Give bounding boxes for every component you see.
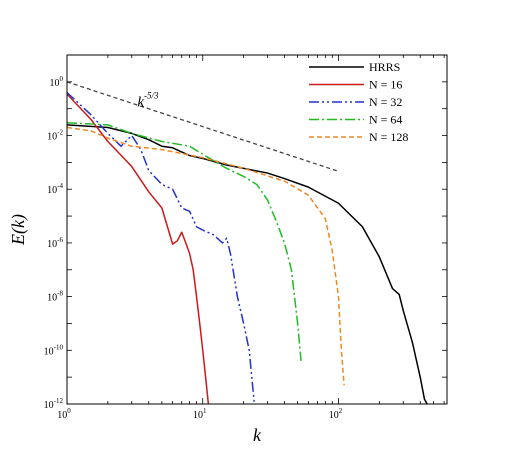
series-line-hrrs (67, 124, 428, 404)
legend-label-n-32: N = 32 (369, 95, 402, 109)
series-layer (67, 81, 428, 404)
series-line-n-16 (67, 93, 210, 404)
y-tick-label: 10-12 (44, 397, 64, 411)
x-axis-title: k (253, 425, 262, 445)
series-line-n-64 (67, 121, 302, 362)
y-tick-label: 10-4 (47, 182, 63, 196)
y-tick-label: 10-6 (47, 236, 63, 250)
y-tick-label: 10-8 (47, 290, 63, 304)
x-tick-label: 101 (193, 407, 207, 421)
legend-label-hrrs: HRRS (369, 60, 400, 74)
series-line-reference-slope (67, 81, 339, 172)
series-line-n-128 (67, 126, 345, 386)
axis-labels: k E(k) (8, 214, 262, 445)
y-tick-label: 100 (50, 75, 64, 89)
series-line-n-32 (67, 91, 256, 404)
axes-layer: 100 101 102 100 10-2 10-4 10-6 10-8 10-10 10-12 k-… (44, 54, 448, 421)
legend-label-n-64: N = 64 (369, 113, 402, 127)
x-tick-label: 100 (57, 407, 71, 421)
plot-frame (66, 54, 448, 405)
slope-annotation: k-5/3 (137, 91, 159, 111)
y-tick-label: 10-10 (44, 343, 64, 357)
legend: HRRS N = 16 N = 32 N = 64 N = 128 (309, 60, 408, 144)
y-tick-label: 10-2 (47, 129, 63, 143)
y-axis-title: E(k) (8, 214, 29, 246)
x-tick-label: 102 (329, 407, 343, 421)
legend-label-n-16: N = 16 (369, 78, 402, 92)
legend-label-n-128: N = 128 (369, 130, 408, 144)
